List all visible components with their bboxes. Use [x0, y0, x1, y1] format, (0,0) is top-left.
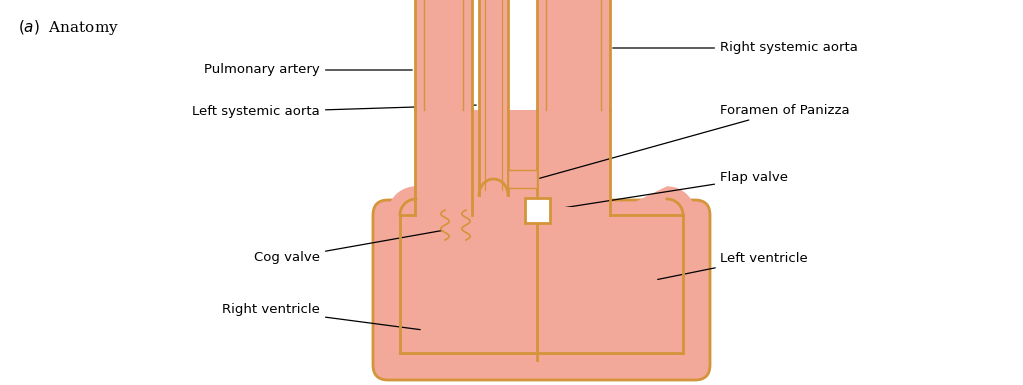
Bar [508, 170, 537, 188]
Text: Pulmonary artery: Pulmonary artery [205, 64, 412, 77]
Text: Left systemic aorta: Left systemic aorta [192, 105, 477, 119]
Text: Flap valve: Flap valve [552, 171, 788, 209]
Text: Foramen of Panizza: Foramen of Panizza [540, 104, 850, 178]
Text: Left ventricle: Left ventricle [658, 251, 808, 280]
Polygon shape [388, 187, 416, 243]
Text: Right systemic aorta: Right systemic aorta [613, 42, 858, 55]
Text: $(a)$  Anatomy: $(a)$ Anatomy [18, 18, 120, 37]
Bar [537, 110, 610, 215]
Polygon shape [479, 179, 508, 195]
Bar [525, 198, 549, 223]
Bar [415, 0, 472, 110]
Bar [415, 110, 472, 215]
Text: Right ventricle: Right ventricle [222, 303, 420, 330]
FancyBboxPatch shape [373, 200, 710, 380]
Bar [472, 110, 537, 215]
Bar [537, 0, 610, 110]
Polygon shape [610, 187, 695, 243]
Bar [479, 0, 508, 195]
Text: Cog valve: Cog valve [254, 231, 442, 264]
Bar [415, 207, 610, 215]
